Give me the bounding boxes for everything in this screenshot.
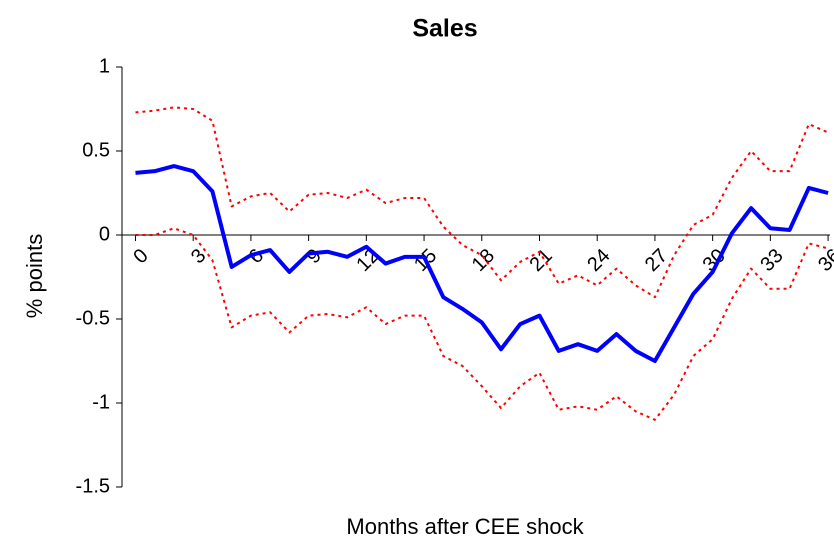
- y-tick-label: -1: [92, 391, 110, 413]
- y-tick-label: -1.5: [76, 475, 110, 497]
- y-axis-label: % points: [22, 234, 47, 318]
- y-tick-label: 0: [99, 223, 110, 245]
- x-tick-label: 0: [129, 245, 152, 268]
- x-tick-label: 24: [583, 245, 614, 276]
- x-axis-label: Months after CEE shock: [346, 514, 584, 539]
- y-tick-label: -0.5: [76, 307, 110, 329]
- x-tick-label: 3: [187, 245, 210, 268]
- x-tick-label: 36: [814, 245, 834, 276]
- x-tick-label: 21: [525, 245, 556, 276]
- y-tick-label: 0.5: [82, 139, 110, 161]
- chart-title: Sales: [412, 15, 477, 43]
- confidence-band: [135, 106, 829, 299]
- y-tick-label: 1: [99, 55, 110, 77]
- x-tick-label: 33: [756, 245, 787, 276]
- confidence-band: [135, 227, 829, 421]
- data-line: [135, 164, 829, 363]
